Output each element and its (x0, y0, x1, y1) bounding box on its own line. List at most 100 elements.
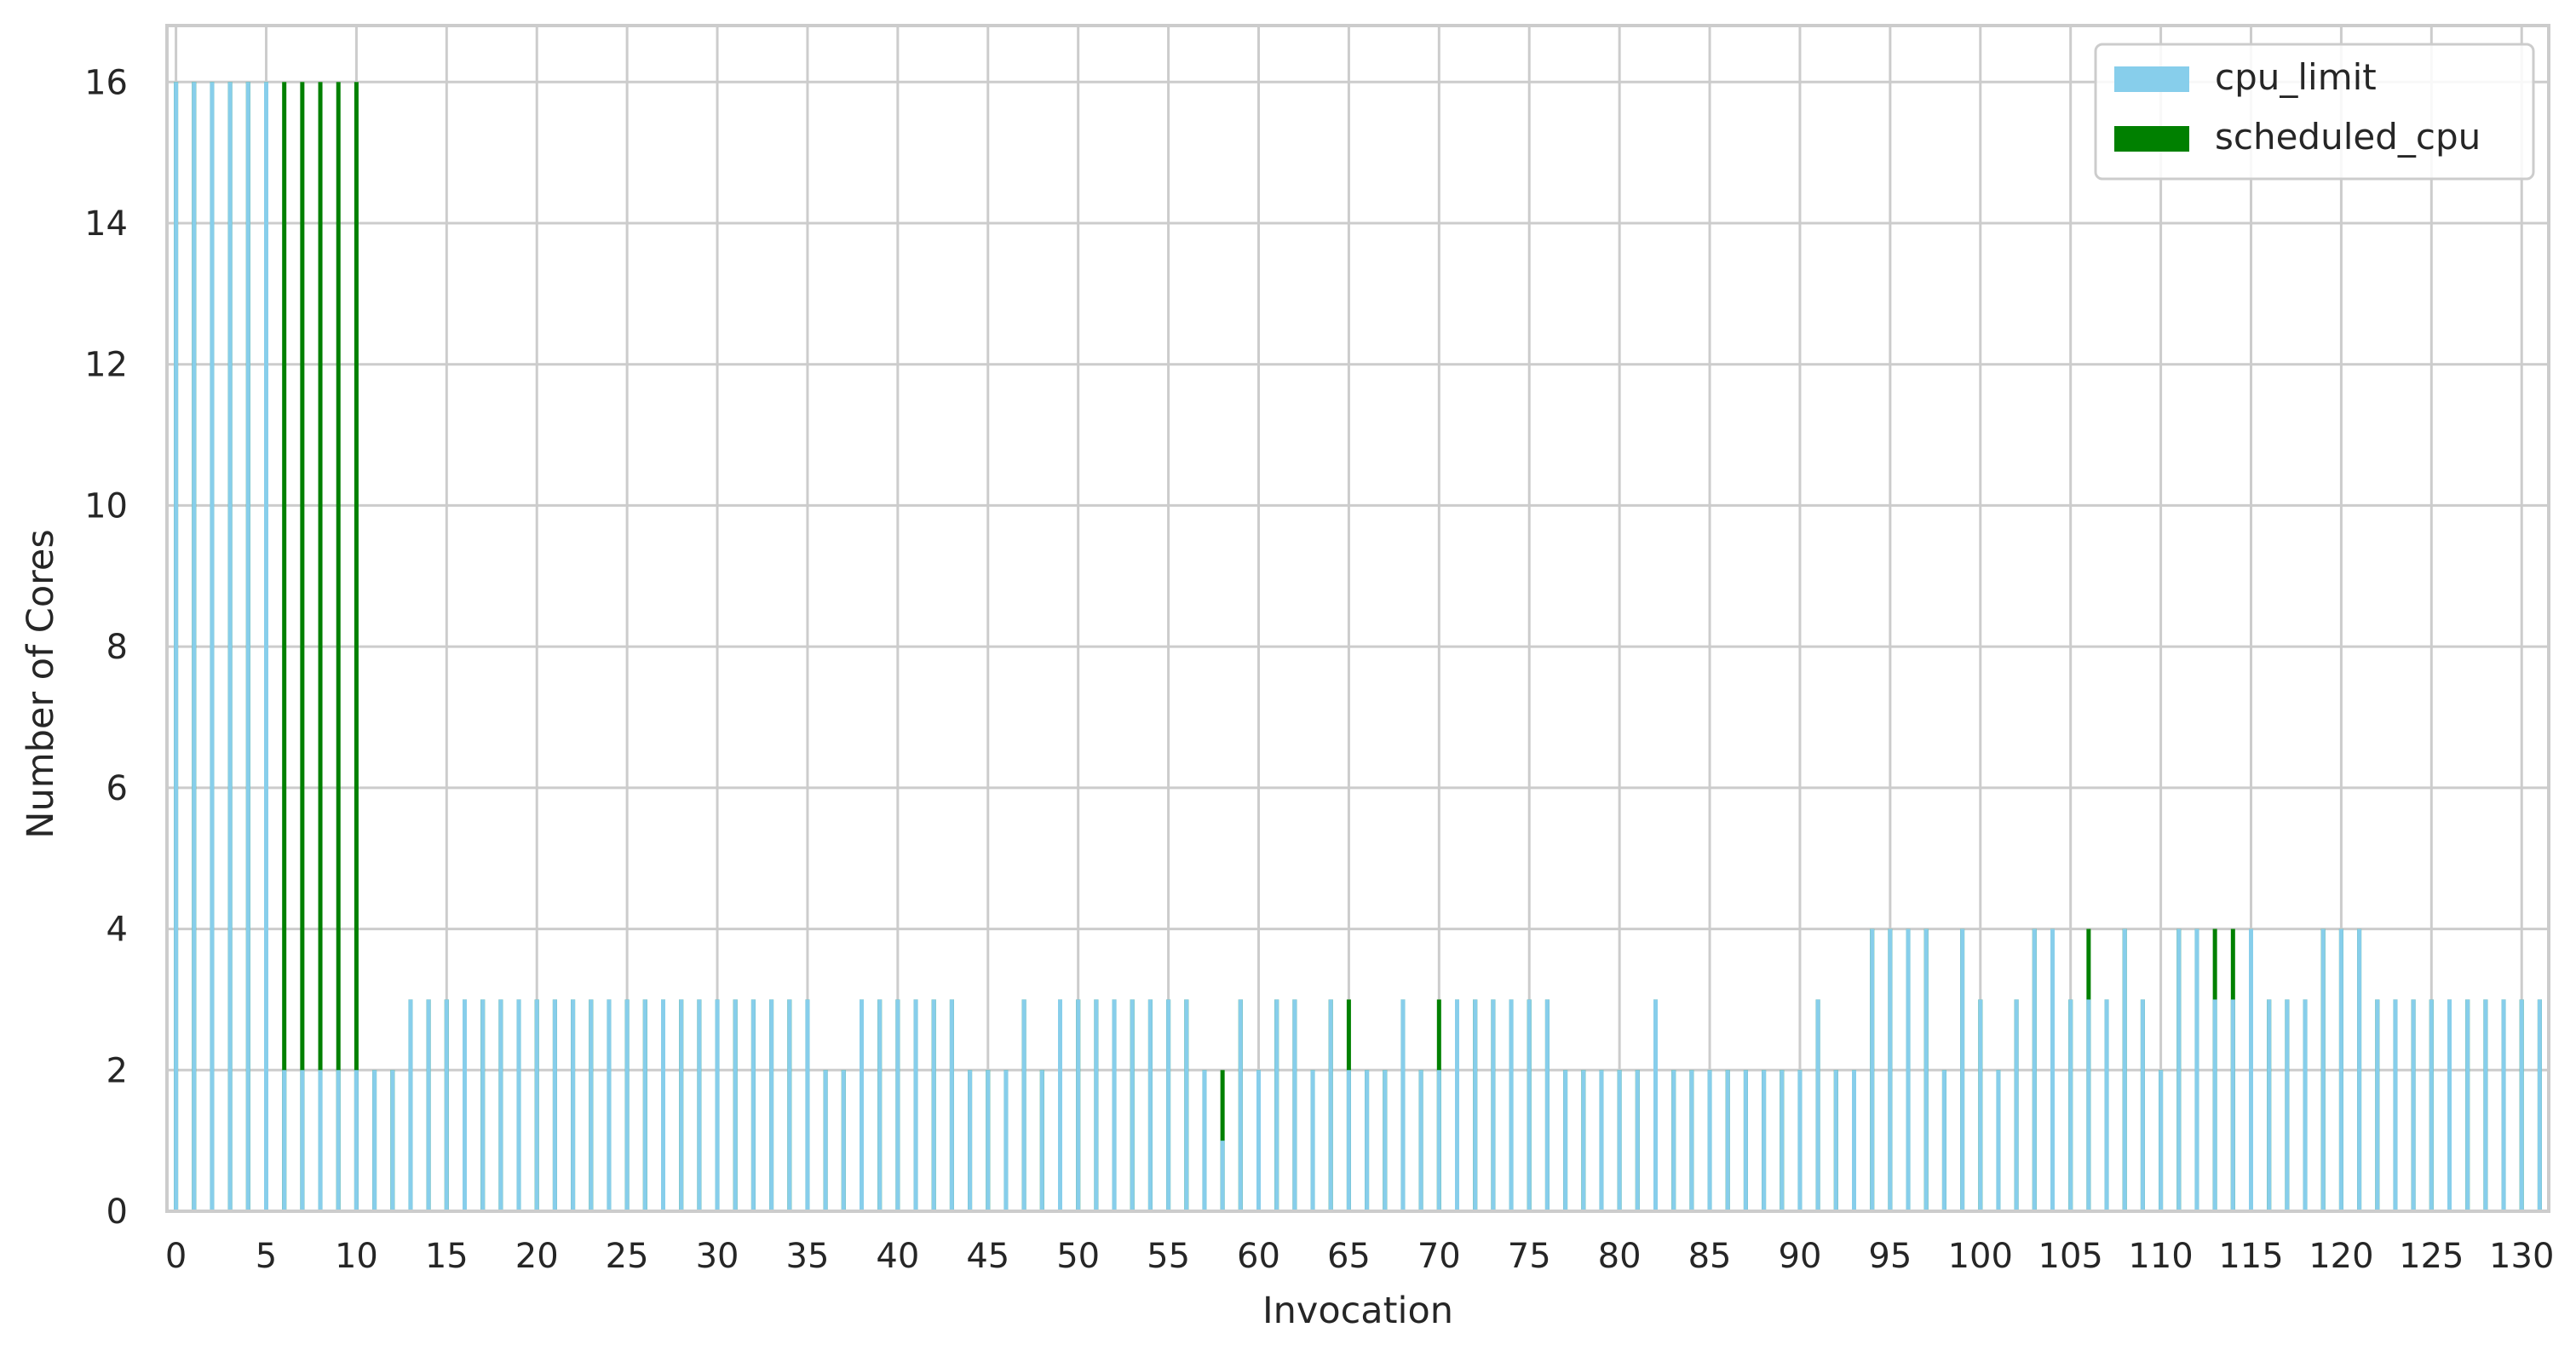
bar-scheduled-cpu (282, 82, 287, 1211)
bar-cpu-limit (1365, 1070, 1370, 1211)
bar-cpu-limit (968, 1070, 973, 1211)
bar-cpu-limit (1544, 999, 1550, 1211)
bar-cpu-limit (860, 999, 864, 1211)
bar-cpu-limit (2411, 999, 2416, 1211)
bar-cpu-limit (282, 1070, 287, 1211)
legend: cpu_limit scheduled_cpu (2094, 43, 2535, 181)
bar-cpu-limit (1147, 999, 1153, 1211)
bar-cpu-limit (2050, 928, 2055, 1211)
bar-cpu-limit (750, 999, 756, 1211)
y-axis-label: Number of Cores (20, 529, 62, 838)
bar-cpu-limit (1815, 999, 1820, 1211)
x-tick-label: 35 (786, 1237, 830, 1276)
bar-cpu-limit (498, 999, 503, 1211)
bar-cpu-limit (1310, 1070, 1315, 1211)
x-tick-label: 30 (696, 1237, 739, 1276)
bar-cpu-limit (787, 999, 792, 1211)
bar-cpu-limit (1184, 999, 1189, 1211)
bar-cpu-limit (192, 82, 197, 1211)
bar-cpu-limit (2086, 999, 2091, 1211)
bar-cpu-limit (1328, 999, 1333, 1211)
x-tick-label: 10 (335, 1237, 378, 1276)
bar-cpu-limit (174, 82, 179, 1211)
bar-cpu-limit (1635, 1070, 1640, 1211)
y-tick-label: 2 (106, 1051, 128, 1090)
x-tick-label: 70 (1417, 1237, 1461, 1276)
bar-cpu-limit (1617, 1070, 1622, 1211)
bar-cpu-limit (607, 999, 612, 1211)
bar-cpu-limit (697, 999, 702, 1211)
bar-cpu-limit (534, 999, 539, 1211)
bar-cpu-limit (1130, 999, 1135, 1211)
bar-cpu-limit (931, 999, 936, 1211)
bar-cpu-limit (1039, 1070, 1044, 1211)
bar-cpu-limit (336, 1070, 341, 1211)
bar-cpu-limit (2447, 999, 2452, 1211)
bar-cpu-limit (1906, 928, 1911, 1211)
bar-cpu-limit (2285, 999, 2290, 1211)
bar-cpu-limit (589, 999, 594, 1211)
bar-cpu-limit (2320, 928, 2326, 1211)
bar-cpu-limit (552, 999, 557, 1211)
bar-cpu-limit (426, 999, 431, 1211)
bar-cpu-limit (913, 999, 918, 1211)
bar-cpu-limit (1455, 999, 1459, 1211)
legend-label-scheduled-cpu: scheduled_cpu (2215, 116, 2481, 158)
bar-cpu-limit (1238, 999, 1243, 1211)
bar-cpu-limit (1780, 1070, 1785, 1211)
y-tick-label: 10 (84, 486, 128, 526)
y-tick-label: 8 (106, 628, 128, 667)
bar-cpu-limit (408, 999, 413, 1211)
bar-cpu-limit (624, 999, 630, 1211)
bar-cpu-limit (1923, 928, 1929, 1211)
grid-lines (167, 26, 2549, 1213)
bar-cpu-limit (1978, 999, 1983, 1211)
x-tick-label: 100 (1948, 1237, 2013, 1276)
axes: 0 2 4 6 8 10 12 14 16 0 5 10 15 20 25 30 35 40 45 50 55 60 65 7… (84, 24, 2554, 1276)
bar-cpu-limit (841, 1070, 846, 1211)
bar-cpu-limit (2483, 999, 2488, 1211)
bar-cpu-limit (2465, 999, 2470, 1211)
bar-cpu-limit (2068, 999, 2073, 1211)
bar-cpu-limit (2429, 999, 2434, 1211)
y-tick-label: 14 (84, 204, 128, 244)
bar-cpu-limit (1346, 1070, 1351, 1211)
bar-cpu-limit (823, 1070, 828, 1211)
bar-cpu-limit (2230, 999, 2235, 1211)
bar-cpu-limit (1400, 999, 1406, 1211)
bar-cpu-limit (949, 999, 954, 1211)
bar-cpu-limit (1418, 1070, 1423, 1211)
bar-cpu-limit (1941, 1070, 1946, 1211)
y-tick-label: 12 (84, 346, 128, 385)
x-axis-label: Invocation (1262, 1290, 1453, 1332)
bar-scheduled-cpu (336, 82, 341, 1211)
bar-cpu-limit (1725, 1070, 1730, 1211)
x-tick-label: 40 (876, 1237, 919, 1276)
bar-cpu-limit (1870, 928, 1875, 1211)
bar-cpu-limit (571, 999, 576, 1211)
plot-frame (165, 24, 2550, 1213)
bar-cpu-limit (1094, 999, 1099, 1211)
bar-cpu-limit (1743, 1070, 1748, 1211)
x-tick-label: 0 (165, 1237, 187, 1276)
bar-cpu-limit (1076, 999, 1081, 1211)
y-tick-label: 0 (106, 1192, 128, 1232)
x-tick-label: 130 (2489, 1237, 2554, 1276)
bar-cpu-limit (2249, 928, 2253, 1211)
bar-cpu-limit (1256, 1070, 1261, 1211)
bar-scheduled-cpu (300, 82, 305, 1211)
bar-cpu-limit (2122, 928, 2127, 1211)
bar-cpu-limit (390, 1070, 395, 1211)
x-tick-label: 5 (256, 1237, 277, 1276)
x-tick-label: 85 (1688, 1237, 1732, 1276)
bar-cpu-limit (986, 1070, 991, 1211)
bar-cpu-limit (1021, 999, 1026, 1211)
x-tick-label: 125 (2399, 1237, 2464, 1276)
x-tick-label: 75 (1508, 1237, 1551, 1276)
x-tick-label: 105 (2038, 1237, 2103, 1276)
bar-cpu-limit (2014, 999, 2019, 1211)
bar-cpu-limit (642, 999, 647, 1211)
x-tick-label: 55 (1147, 1237, 1190, 1276)
bar-cpu-limit (1852, 1070, 1856, 1211)
